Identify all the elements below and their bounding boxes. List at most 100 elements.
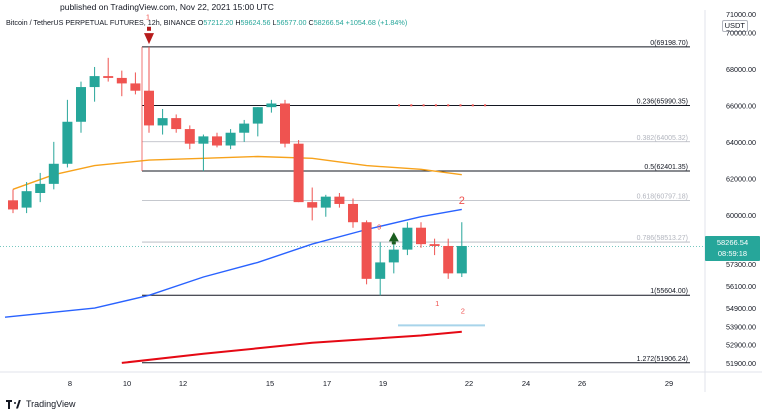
fib-level-label: 0.236(65990.35): [637, 99, 688, 106]
x-tick-label: 8: [68, 379, 72, 388]
candle-body: [402, 227, 413, 250]
last-price: 58266.54: [716, 238, 749, 247]
candle-body: [171, 118, 182, 130]
y-tick-label: 53900.00: [726, 322, 756, 331]
y-tick-label: 68000.00: [726, 65, 756, 74]
x-tick-label: 17: [323, 379, 331, 388]
brand-name: TradingView: [26, 399, 76, 409]
y-tick-label: 70000.00: [726, 28, 756, 37]
candle-body: [212, 136, 222, 146]
y-tick-label: 62000.00: [726, 174, 756, 183]
fib-level-label: 0(69198.70): [650, 40, 688, 47]
candle-body: [89, 76, 100, 88]
candle-body: [388, 249, 399, 263]
candle-body: [429, 244, 440, 246]
signal-dot: [398, 104, 400, 107]
y-tick-label: 71000.00: [726, 10, 756, 19]
currency-button[interactable]: USDT: [721, 20, 748, 32]
candle-body: [334, 196, 345, 204]
buy-signal-arrow-icon: [388, 232, 399, 242]
candle-body: [375, 262, 386, 279]
candle-body: [239, 123, 250, 133]
candle-body: [35, 183, 46, 193]
fib-level-label: 0.5(62401.35): [644, 164, 688, 171]
buy-signal-stem: [391, 241, 396, 245]
moving-average-line: [121, 330, 462, 364]
candle-body: [416, 227, 426, 245]
open-label: O: [197, 18, 204, 27]
x-tick-label: 24: [522, 379, 530, 388]
signal-dot: [459, 104, 462, 107]
sequence-count-label: 2: [461, 307, 465, 316]
fib-level-label: 1(55604.00): [650, 288, 688, 295]
sequence-count-label: 2: [459, 195, 465, 207]
sequence-count-label: 1: [435, 299, 439, 308]
candle-body: [280, 103, 290, 144]
signal-dot: [447, 104, 450, 107]
x-tick-label: 12: [179, 379, 187, 388]
sell-signal-stem: [147, 26, 151, 31]
candle-body: [184, 129, 195, 144]
fib-level-label: 0.618(60797.18): [637, 193, 688, 200]
y-tick-label: 52900.00: [726, 341, 756, 350]
y-tick-label: 54900.00: [726, 304, 756, 313]
tradingview-logo-icon: [6, 399, 22, 409]
candle-body: [456, 245, 467, 274]
candle-body: [293, 143, 304, 203]
candle-body: [130, 83, 141, 91]
candle-body: [76, 87, 86, 122]
candle-body: [225, 132, 236, 146]
candle-body: [103, 76, 114, 78]
signal-dot: [471, 104, 474, 107]
x-tick-label: 29: [665, 379, 673, 388]
low-label: L: [272, 18, 277, 27]
candle-body: [320, 196, 331, 208]
sequence-count-label: 1: [146, 12, 150, 21]
candle-body: [8, 200, 18, 210]
symbol-name: Bitcoin / TetherUS PERPETUAL FUTURES, 12…: [6, 18, 196, 27]
brand-footer: TradingView: [6, 399, 76, 409]
candle-body: [21, 191, 32, 208]
low-value: 56577.00: [276, 18, 307, 27]
sell-signal-arrow-icon: [144, 33, 154, 45]
last-price-tag: 58266.54 08:59:18: [705, 236, 760, 261]
published-caption: published on TradingView.com, Nov 22, 20…: [60, 2, 274, 12]
candle-body: [48, 163, 59, 184]
candle-body: [252, 107, 263, 124]
signal-dot: [410, 104, 413, 107]
candle-body: [307, 202, 318, 208]
y-tick-label: 60000.00: [726, 211, 756, 220]
fib-level-label: 1.272(51906.24): [637, 356, 688, 363]
open-value: 57212.20: [203, 18, 234, 27]
y-tick-label: 57300.00: [726, 260, 756, 269]
candle-body: [62, 121, 73, 164]
candle-body: [198, 136, 209, 144]
moving-average-line: [12, 155, 462, 190]
sequence-count-label: 9: [377, 223, 381, 232]
y-tick-label: 64000.00: [726, 138, 756, 147]
close-value: 58266.54: [313, 18, 344, 27]
signal-dot: [484, 104, 487, 107]
moving-average-line: [4, 208, 462, 318]
x-tick-label: 10: [123, 379, 131, 388]
y-tick-label: 51900.00: [726, 359, 756, 368]
fib-level-label: 0.786(58513.27): [637, 235, 688, 242]
symbol-header: Bitcoin / TetherUS PERPETUAL FUTURES, 12…: [6, 18, 407, 27]
candle-body: [144, 90, 154, 126]
signal-dot: [422, 104, 425, 107]
signal-dot: [434, 104, 437, 107]
candle-body: [266, 103, 277, 108]
y-tick-label: 56100.00: [726, 282, 756, 291]
high-label: H: [235, 18, 241, 27]
y-tick-label: 66000.00: [726, 101, 756, 110]
change-value: +1054.68 (+1.84%): [345, 18, 408, 27]
candle-body: [443, 245, 454, 274]
candle-body: [361, 222, 372, 279]
x-tick-label: 15: [266, 379, 274, 388]
fib-level-label: 0.382(64005.32): [637, 135, 688, 142]
x-tick-label: 22: [465, 379, 473, 388]
candle-body: [348, 203, 358, 223]
bar-countdown: 08:59:18: [717, 249, 748, 258]
x-tick-label: 26: [578, 379, 586, 388]
